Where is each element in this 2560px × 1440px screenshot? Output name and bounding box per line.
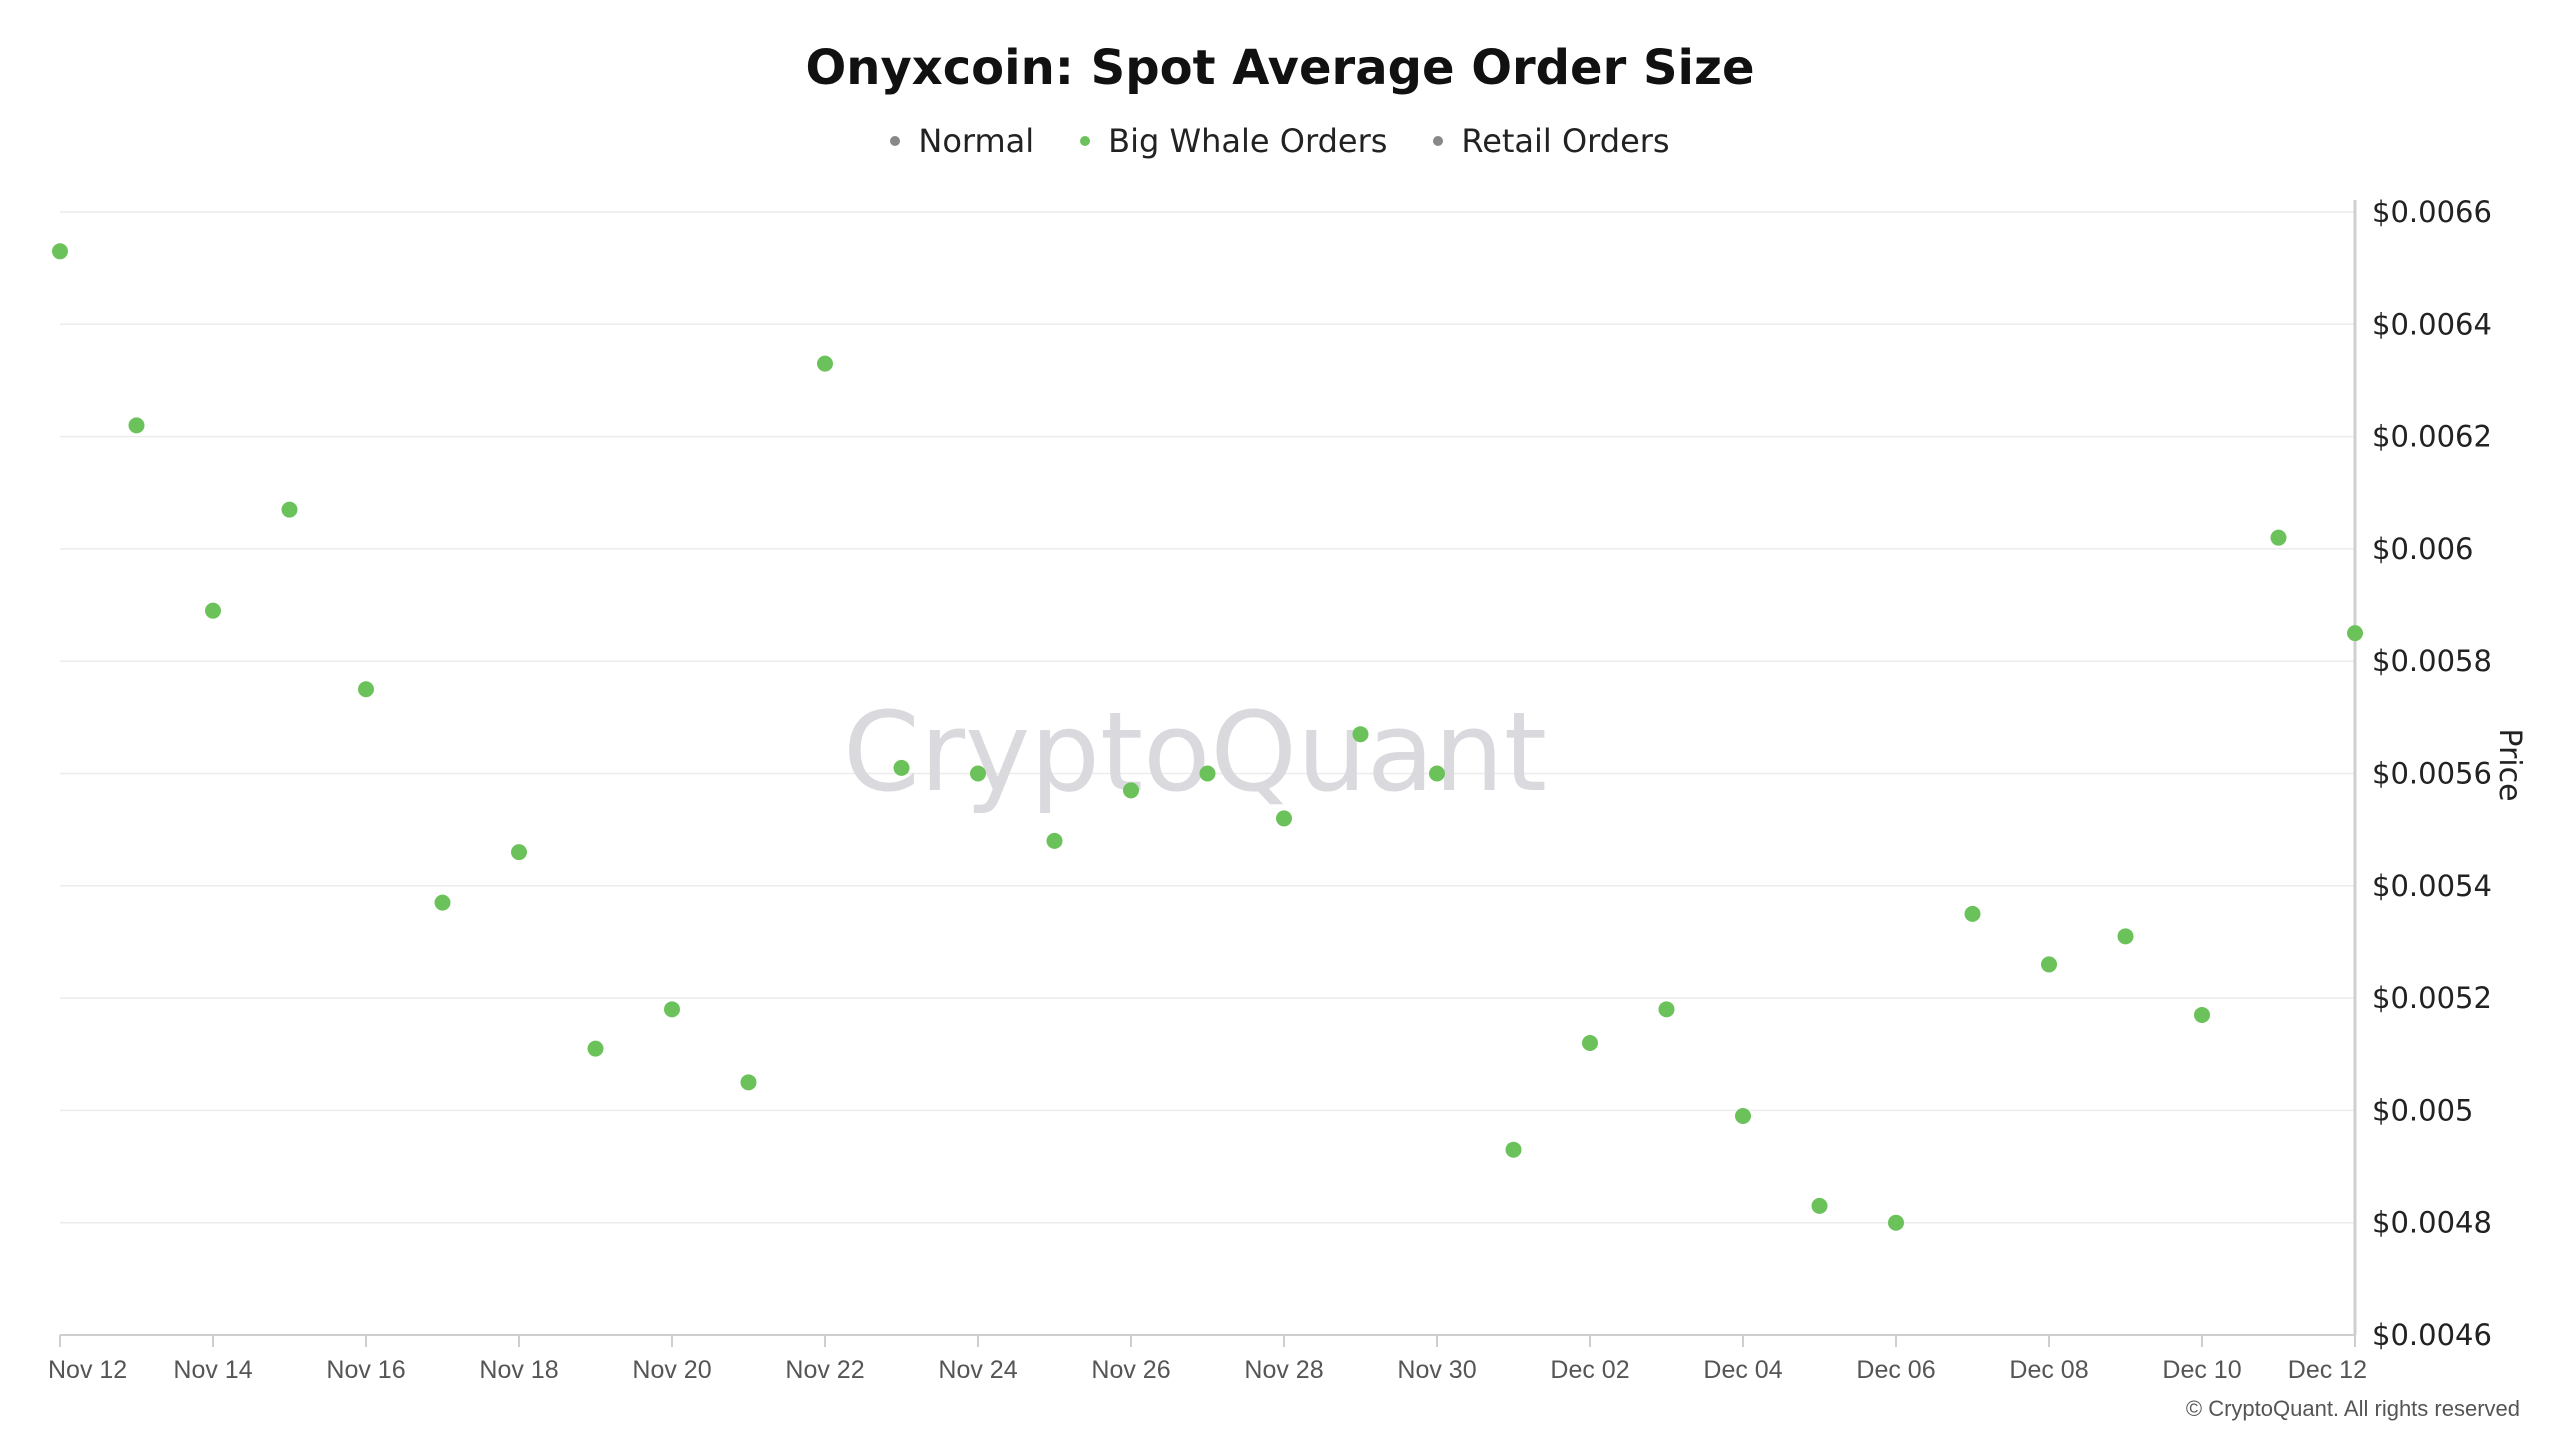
data-point[interactable] bbox=[1582, 1035, 1598, 1052]
data-point[interactable] bbox=[1123, 782, 1139, 799]
x-tick-label: Nov 22 bbox=[785, 1356, 864, 1384]
data-point[interactable] bbox=[2041, 956, 2057, 973]
x-tick-label: Nov 26 bbox=[1091, 1356, 1170, 1384]
y-axis-ticks: $0.0066 $0.0064 $0.0062 $0.006 $0.0058 $0.005… bbox=[2372, 195, 2492, 1352]
x-tick-label: Nov 30 bbox=[1397, 1356, 1476, 1384]
copyright-text: © CryptoQuant. All rights reserved bbox=[2185, 1396, 2520, 1421]
x-tick-label: Nov 18 bbox=[479, 1356, 558, 1384]
y-tick-label: $0.0056 bbox=[2372, 757, 2492, 791]
y-tick-label: $0.0062 bbox=[2372, 420, 2492, 454]
data-point[interactable] bbox=[1276, 810, 1292, 827]
data-point[interactable] bbox=[1199, 765, 1216, 782]
legend-label-normal: Normal bbox=[918, 122, 1035, 160]
x-tick-label: Nov 14 bbox=[173, 1356, 252, 1384]
data-point[interactable] bbox=[205, 602, 221, 619]
y-tick-label: $0.0052 bbox=[2372, 981, 2492, 1015]
x-tick-label: Dec 10 bbox=[2162, 1356, 2241, 1384]
data-point[interactable] bbox=[2117, 928, 2134, 945]
data-point[interactable] bbox=[970, 765, 986, 782]
data-point[interactable] bbox=[52, 243, 68, 260]
data-point[interactable] bbox=[664, 1001, 680, 1018]
legend-dot-normal bbox=[890, 136, 901, 146]
data-point[interactable] bbox=[1888, 1214, 1904, 1231]
data-point[interactable] bbox=[1964, 905, 1981, 922]
y-axis-label: Price bbox=[2492, 728, 2527, 801]
x-tick-label: Dec 02 bbox=[1550, 1356, 1629, 1384]
data-point[interactable] bbox=[1735, 1108, 1751, 1125]
data-point[interactable] bbox=[1046, 832, 1063, 849]
legend-label-big-whale-orders: Big Whale Orders bbox=[1108, 122, 1388, 160]
x-tick-label: Nov 16 bbox=[326, 1356, 405, 1384]
data-point[interactable] bbox=[2270, 529, 2287, 546]
watermark: CryptoQuant bbox=[843, 688, 1547, 816]
x-tick-label: Dec 06 bbox=[1856, 1356, 1935, 1384]
x-tick-label: Nov 28 bbox=[1244, 1356, 1323, 1384]
x-tick-label: Nov 24 bbox=[938, 1356, 1017, 1384]
data-point[interactable] bbox=[511, 844, 527, 861]
data-point[interactable] bbox=[2194, 1006, 2210, 1023]
y-tick-label: $0.0064 bbox=[2372, 307, 2492, 341]
x-axis-ticks: Nov 12 Nov 14 Nov 16 Nov 18 Nov 20 Nov 22 Nov … bbox=[48, 1335, 2367, 1384]
legend-item-big-whale-orders[interactable]: Big Whale Orders bbox=[1080, 122, 1387, 160]
data-point[interactable] bbox=[817, 355, 833, 372]
chart-title: Onyxcoin: Spot Average Order Size bbox=[805, 40, 1755, 96]
y-tick-label: $0.0066 bbox=[2372, 195, 2492, 229]
y-tick-label: $0.005 bbox=[2372, 1093, 2473, 1127]
legend-label-retail-orders: Retail Orders bbox=[1461, 122, 1670, 160]
data-point[interactable] bbox=[893, 759, 910, 776]
axes bbox=[60, 200, 2357, 1336]
legend: Normal Big Whale Orders Retail Orders bbox=[0, 122, 2560, 160]
x-tick-label: Nov 12 bbox=[48, 1356, 127, 1384]
y-tick-label: $0.0058 bbox=[2372, 644, 2492, 678]
data-point[interactable] bbox=[1352, 726, 1369, 743]
data-point[interactable] bbox=[281, 501, 298, 518]
data-point[interactable] bbox=[1658, 1001, 1675, 1018]
data-point[interactable] bbox=[1811, 1197, 1828, 1214]
y-tick-label: $0.0054 bbox=[2372, 869, 2492, 903]
grid-lines bbox=[60, 211, 2355, 1224]
legend-dot-big-whale-orders bbox=[1080, 136, 1091, 146]
data-point[interactable] bbox=[587, 1040, 604, 1057]
data-point[interactable] bbox=[2347, 625, 2363, 642]
y-tick-label: $0.006 bbox=[2372, 532, 2473, 566]
data-point[interactable] bbox=[1505, 1141, 1522, 1158]
y-tick-label: $0.0048 bbox=[2372, 1206, 2492, 1240]
x-tick-label: Nov 20 bbox=[632, 1356, 711, 1384]
data-point[interactable] bbox=[434, 894, 451, 911]
x-tick-label: Dec 12 bbox=[2288, 1356, 2367, 1384]
x-tick-label: Dec 08 bbox=[2009, 1356, 2088, 1384]
legend-item-retail-orders[interactable]: Retail Orders bbox=[1433, 122, 1670, 160]
data-point[interactable] bbox=[1429, 765, 1445, 782]
legend-item-normal[interactable]: Normal bbox=[890, 122, 1034, 160]
data-point[interactable] bbox=[740, 1074, 757, 1091]
data-point[interactable] bbox=[128, 417, 145, 434]
x-tick-label: Dec 04 bbox=[1703, 1356, 1782, 1384]
data-points bbox=[52, 243, 2363, 1231]
data-point[interactable] bbox=[358, 681, 374, 698]
y-tick-label: $0.0046 bbox=[2372, 1318, 2492, 1352]
legend-dot-retail-orders bbox=[1433, 136, 1444, 146]
